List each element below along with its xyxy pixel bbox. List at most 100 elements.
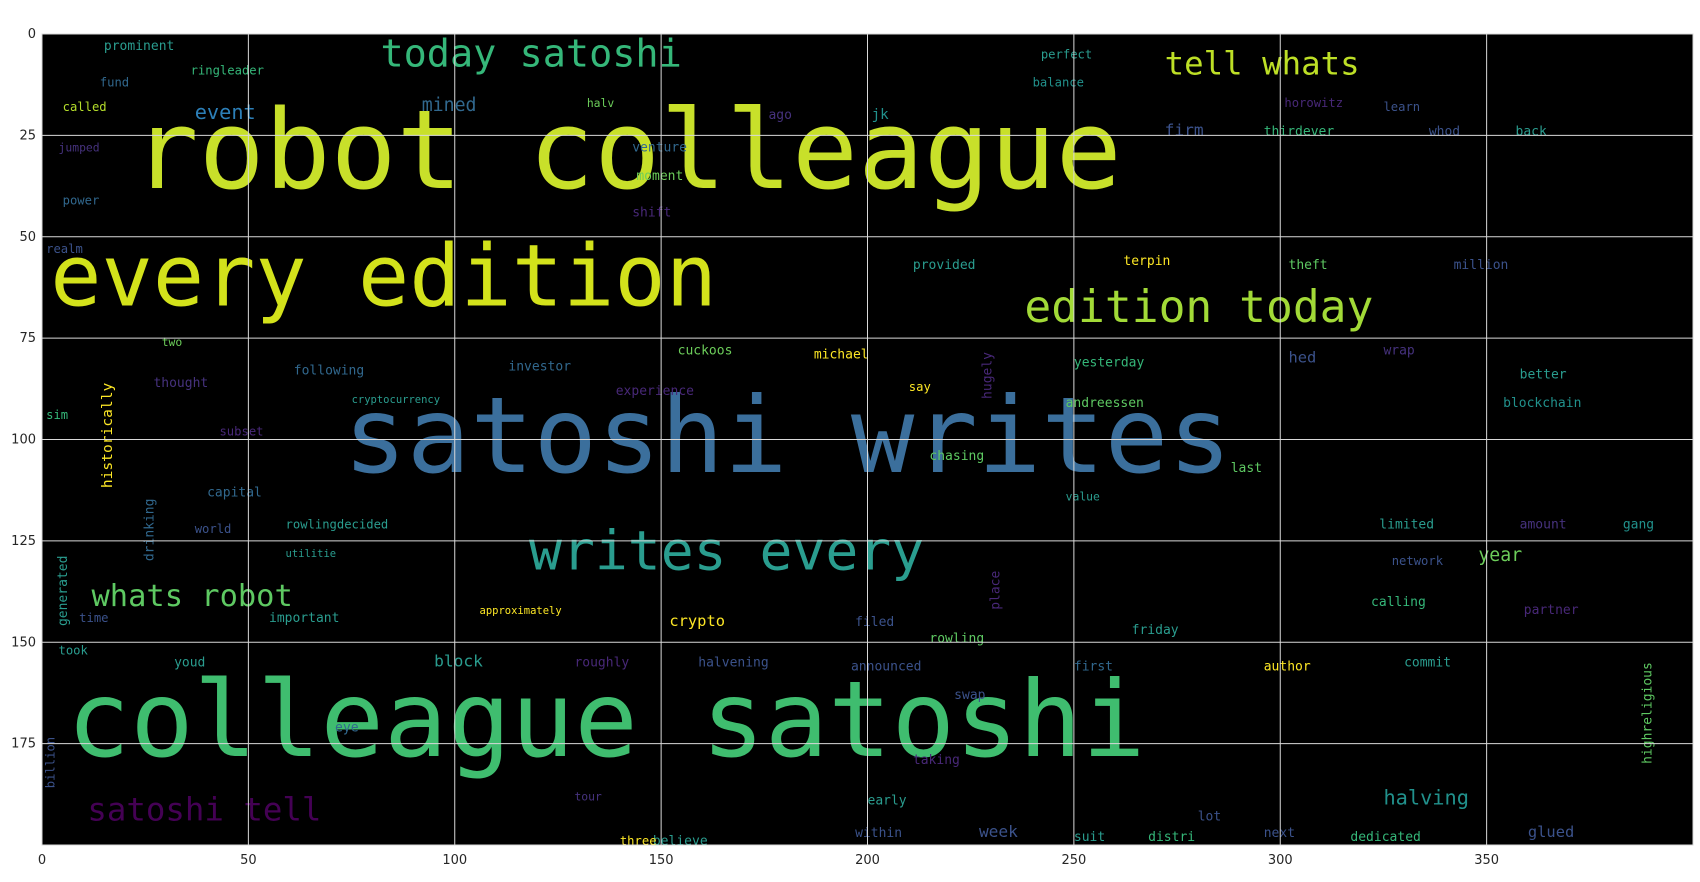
word-three: three	[620, 834, 657, 848]
word-realm: realm	[46, 242, 83, 256]
word-rowlingdecided: rowlingdecided	[286, 518, 389, 532]
word-utilitie: utilitie	[286, 548, 337, 560]
word-subset: subset	[219, 424, 263, 438]
word-historically: historically	[99, 383, 116, 489]
word-swap: swap	[954, 688, 985, 703]
word-sim: sim	[46, 408, 68, 422]
word-say: say	[909, 380, 931, 394]
word-place: place	[989, 571, 1004, 610]
word-andreessen: andreessen	[1066, 396, 1144, 411]
word-yesterday: yesterday	[1074, 356, 1145, 371]
word-thought: thought	[153, 376, 208, 391]
word-balance: balance	[1033, 76, 1084, 90]
word-filed: filed	[855, 615, 894, 630]
word-robot-colleague: robot colleague	[133, 86, 1122, 214]
word-time: time	[79, 611, 108, 625]
word-edition-today: edition today	[1024, 281, 1373, 333]
word-every-edition: every edition	[50, 228, 717, 327]
word-tour: tour	[574, 789, 602, 803]
word-billion: billion	[43, 737, 57, 788]
word-took: took	[59, 643, 89, 657]
y-tick-label: 150	[11, 635, 36, 650]
word-two: two	[162, 335, 183, 349]
word-week: week	[979, 822, 1018, 841]
word-youd: youd	[174, 656, 205, 671]
word-firm: firm	[1165, 120, 1204, 139]
word-glued: glued	[1528, 823, 1574, 841]
word-back: back	[1516, 124, 1547, 139]
word-theft: theft	[1289, 258, 1328, 273]
word-wrap: wrap	[1383, 343, 1414, 358]
word-chasing: chasing	[929, 449, 984, 464]
word-network: network	[1392, 554, 1444, 568]
y-tick-label: 75	[19, 331, 36, 346]
word-called: called	[63, 100, 107, 114]
word-roughly: roughly	[574, 656, 629, 671]
word-moment: moment	[636, 169, 683, 184]
word-fund: fund	[100, 76, 129, 90]
plot-area-frame	[41, 33, 1694, 846]
word-halv: halv	[587, 96, 615, 110]
word-eye: eye	[335, 720, 359, 735]
word-mined: mined	[422, 95, 477, 116]
word-hed: hed	[1289, 348, 1317, 366]
word-halving: halving	[1383, 785, 1468, 809]
word-next: next	[1264, 826, 1295, 841]
word-shift: shift	[632, 205, 671, 220]
word-year: year	[1478, 545, 1522, 566]
word-learn: learn	[1383, 100, 1420, 114]
word-last: last	[1231, 461, 1262, 476]
word-important: important	[269, 611, 339, 626]
x-tick-label: 350	[1474, 853, 1499, 868]
word-capital: capital	[207, 485, 262, 500]
x-tick-label: 300	[1268, 853, 1293, 868]
word-value: value	[1066, 489, 1100, 503]
word-million: million	[1454, 258, 1509, 273]
word-limited: limited	[1379, 518, 1434, 533]
x-tick-label: 0	[38, 853, 46, 868]
word-announced: announced	[851, 660, 921, 675]
word-investor: investor	[508, 360, 571, 375]
word-taking: taking	[913, 753, 960, 768]
x-tick-label: 250	[1061, 853, 1086, 868]
words-layer: robot colleague every edition satoshi writ…	[43, 31, 1655, 849]
word-ringleader: ringleader	[191, 64, 264, 78]
x-tick-label: 100	[442, 853, 467, 868]
word-distri: distri	[1148, 830, 1195, 845]
word-highreligious: highreligious	[1641, 662, 1656, 764]
word-satoshi-writes: satoshi writes	[343, 374, 1231, 497]
word-rowling: rowling	[929, 631, 984, 646]
word-gang: gang	[1623, 518, 1654, 533]
y-tick-label: 0	[28, 27, 36, 42]
y-tick-label: 25	[19, 128, 36, 143]
y-tick-label: 50	[19, 230, 36, 245]
word-terpin: terpin	[1123, 254, 1170, 269]
word-satoshi-tell: satoshi tell	[87, 791, 321, 829]
y-axis-ticks: 0 25 50 75 100 125 150 175	[11, 27, 36, 752]
word-calling: calling	[1371, 595, 1426, 610]
x-tick-label: 200	[855, 853, 880, 868]
word-tell-whats: tell whats	[1165, 45, 1360, 83]
word-within: within	[855, 826, 902, 841]
word-thirdever: thirdever	[1264, 124, 1335, 139]
word-commit: commit	[1404, 656, 1451, 671]
word-horowitz: horowitz	[1284, 96, 1343, 110]
word-experience: experience	[616, 384, 694, 399]
word-cryptocurrency: cryptocurrency	[352, 394, 441, 406]
x-tick-label: 150	[649, 853, 674, 868]
word-perfect: perfect	[1041, 47, 1092, 61]
x-axis-ticks: 0 50 100 150 200 250 300 350	[38, 853, 1499, 868]
word-hugely: hugely	[980, 352, 995, 399]
word-world: world	[195, 522, 232, 536]
word-better: better	[1520, 368, 1567, 383]
word-whats-robot: whats robot	[92, 579, 293, 614]
word-today-satoshi: today satoshi	[380, 31, 681, 76]
word-crypto: crypto	[669, 612, 725, 630]
word-power: power	[63, 193, 100, 207]
word-jk: jk	[872, 107, 890, 123]
word-writes-every: writes every	[529, 518, 924, 582]
word-michael: michael	[814, 347, 869, 362]
word-author: author	[1264, 660, 1311, 675]
word-partner: partner	[1524, 603, 1579, 618]
word-event: event	[195, 100, 256, 124]
